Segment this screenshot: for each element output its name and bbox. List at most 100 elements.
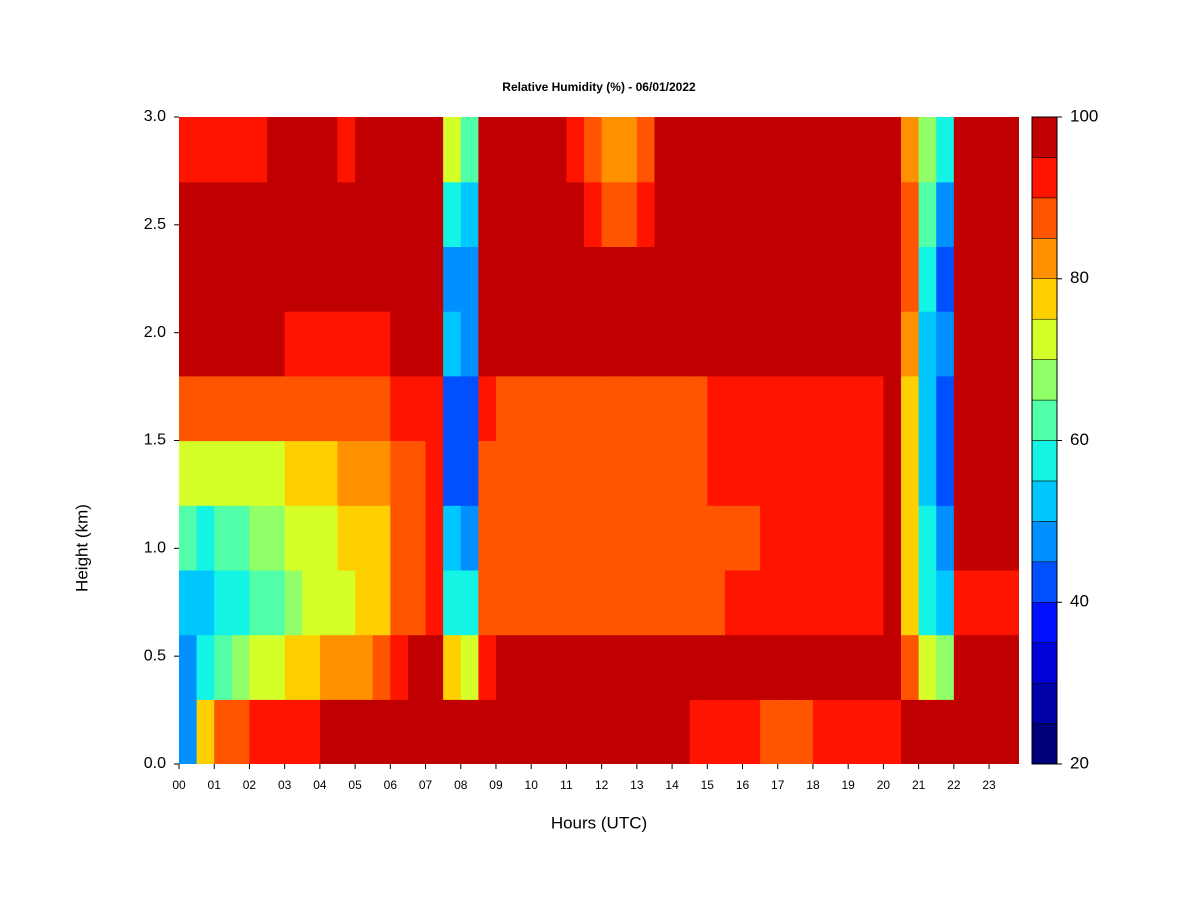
heatmap-cell: [214, 634, 233, 700]
heatmap-cell: [777, 699, 796, 764]
heatmap-cell: [372, 246, 391, 312]
colorbar-band: [1031, 480, 1058, 522]
heatmap-cell: [883, 440, 902, 506]
colorbar-band: [1031, 642, 1058, 684]
heatmap-cell: [302, 375, 321, 442]
heatmap-cell: [407, 311, 427, 377]
heatmap-cell: [302, 311, 321, 377]
heatmap-cell: [478, 117, 497, 183]
heatmap-cell: [812, 699, 832, 764]
heatmap-cell: [267, 699, 286, 764]
heatmap-cell: [390, 634, 409, 700]
heatmap-cell: [566, 181, 585, 247]
heatmap-cell: [777, 117, 796, 183]
heatmap-cell: [407, 375, 427, 442]
heatmap-cell: [214, 505, 233, 571]
heatmap-cell: [407, 699, 427, 764]
heatmap-cell: [249, 181, 268, 247]
heatmap-cell: [319, 634, 339, 700]
heatmap-cell: [760, 117, 779, 183]
heatmap-cell: [390, 505, 409, 571]
heatmap-cell: [689, 505, 708, 571]
heatmap-cell: [390, 311, 409, 377]
heatmap-cell: [425, 699, 444, 764]
heatmap-cell: [548, 505, 568, 571]
heatmap-cell: [1006, 181, 1019, 247]
x-tick-label: 04: [313, 778, 327, 792]
heatmap-cell: [830, 505, 849, 571]
heatmap-cell: [672, 634, 691, 700]
heatmap-cell: [689, 311, 708, 377]
heatmap-cell: [319, 569, 339, 636]
heatmap-cell: [953, 375, 973, 442]
heatmap-cell: [601, 246, 620, 312]
heatmap-cell: [724, 181, 744, 247]
heatmap-cell: [214, 246, 233, 312]
colorbar-band: [1031, 521, 1058, 563]
heatmap-cell: [777, 634, 796, 700]
heatmap-cell: [707, 440, 726, 506]
x-tick-label: 17: [771, 778, 785, 792]
heatmap-cell: [531, 634, 550, 700]
heatmap-cell: [777, 569, 796, 636]
x-tick-label: 18: [806, 778, 820, 792]
heatmap-cell: [425, 440, 444, 506]
heatmap-cell: [531, 375, 550, 442]
heatmap-cell: [355, 117, 374, 183]
heatmap-cell: [848, 699, 867, 764]
heatmap-cell: [531, 505, 550, 571]
heatmap-cell: [337, 440, 356, 506]
heatmap-cell: [355, 505, 374, 571]
heatmap-cell: [689, 569, 708, 636]
heatmap-cell: [848, 117, 867, 183]
heatmap-cell: [548, 117, 568, 183]
heatmap-cell: [566, 699, 585, 764]
heatmap-cell: [883, 311, 902, 377]
x-tick-label: 21: [912, 778, 926, 792]
heatmap-cell: [865, 311, 885, 377]
heatmap-cell: [495, 440, 515, 506]
heatmap-cell: [284, 181, 303, 247]
y-tick-label: 0.5: [144, 647, 166, 664]
heatmap-cell: [865, 181, 885, 247]
heatmap-cell: [1006, 505, 1019, 571]
heatmap-cell: [901, 375, 920, 442]
heatmap-cell: [636, 375, 656, 442]
heatmap-cell: [267, 634, 286, 700]
heatmap-cell: [601, 375, 620, 442]
heatmap-cell: [989, 569, 1008, 636]
heatmap-cell: [848, 311, 867, 377]
heatmap-cell: [390, 375, 409, 442]
heatmap-cell: [249, 505, 268, 571]
heatmap-cell: [372, 634, 391, 700]
heatmap-cell: [689, 699, 708, 764]
heatmap-cell: [936, 634, 955, 700]
heatmap-cell: [302, 440, 321, 506]
heatmap-cell: [760, 569, 779, 636]
heatmap-cell: [795, 181, 814, 247]
heatmap-cell: [865, 634, 885, 700]
x-tick-label: 12: [595, 778, 609, 792]
heatmap-cell: [812, 246, 832, 312]
heatmap-cell: [566, 311, 585, 377]
heatmap-cell: [883, 375, 902, 442]
heatmap-cell: [390, 699, 409, 764]
heatmap-cell: [795, 634, 814, 700]
heatmap-cell: [601, 569, 620, 636]
heatmap-cell: [777, 440, 796, 506]
heatmap-cell: [830, 117, 849, 183]
x-tick-label: 03: [278, 778, 292, 792]
heatmap-cell: [812, 311, 832, 377]
x-axis-label: Hours (UTC): [551, 813, 647, 832]
colorbar-tick-label: 60: [1070, 430, 1089, 449]
heatmap-cell: [548, 440, 568, 506]
heatmap-cell: [179, 634, 198, 700]
colorbar-tick-label: 80: [1070, 268, 1089, 287]
x-tick-label: 08: [454, 778, 468, 792]
heatmap-cell: [795, 311, 814, 377]
heatmap-cell: [707, 246, 726, 312]
heatmap-cell: [231, 634, 251, 700]
heatmap-cell: [249, 440, 268, 506]
heatmap-cell: [795, 505, 814, 571]
x-tick-label: 07: [419, 778, 433, 792]
